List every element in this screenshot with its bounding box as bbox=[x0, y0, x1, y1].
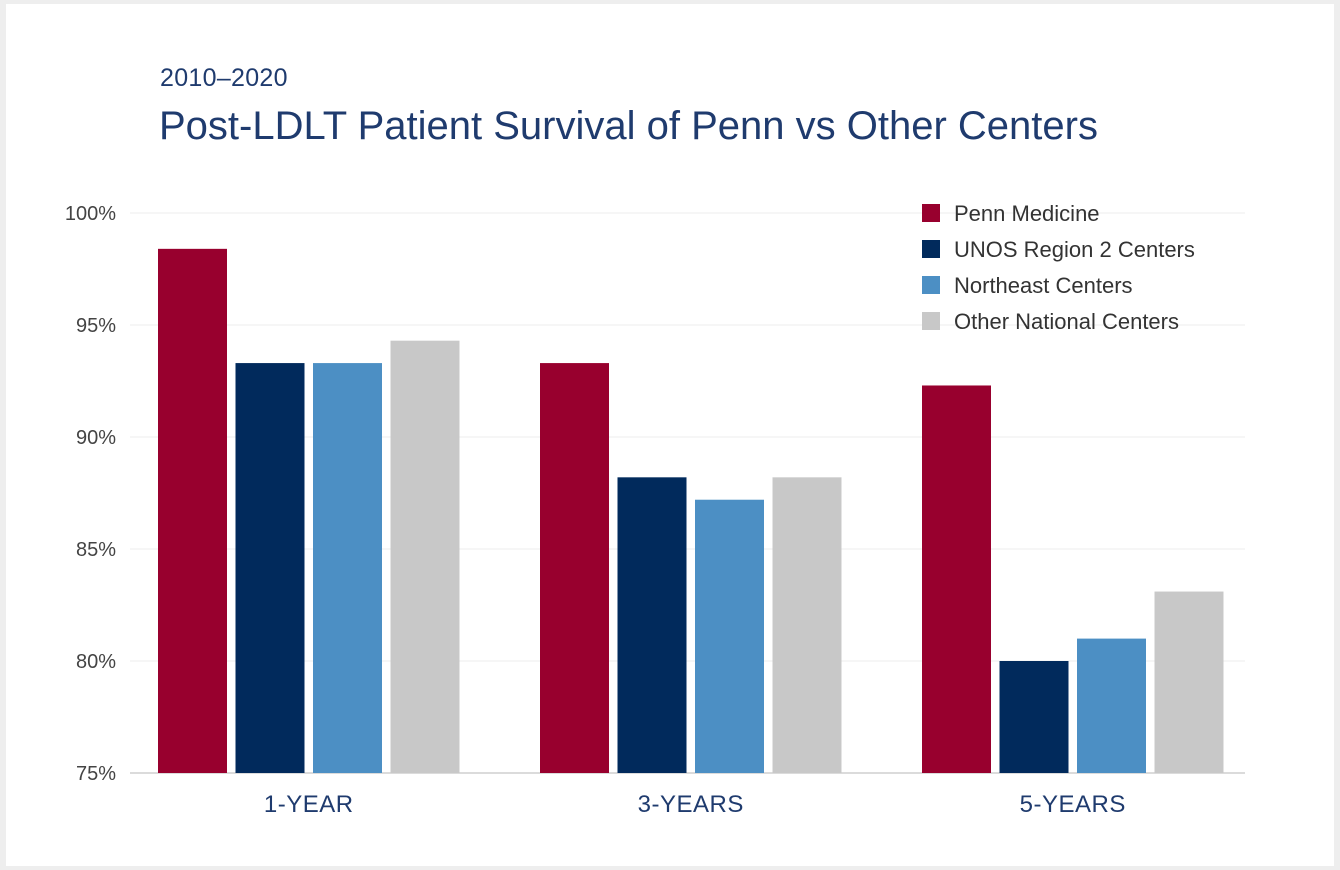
x-tick-label: 3-YEARS bbox=[638, 791, 744, 818]
legend-label: Penn Medicine bbox=[954, 201, 1100, 226]
y-tick-label: 75% bbox=[76, 763, 116, 785]
bar-other-national-centers-3-years bbox=[772, 477, 842, 773]
legend-swatch bbox=[922, 276, 940, 294]
y-tick-label: 85% bbox=[76, 539, 116, 561]
bar-other-national-centers-1-year bbox=[390, 340, 460, 773]
legend-swatch bbox=[922, 204, 940, 222]
x-tick-label: 5-YEARS bbox=[1020, 791, 1126, 818]
legend-swatch bbox=[922, 240, 940, 258]
bars bbox=[158, 248, 1224, 774]
x-axis-ticks: 1-YEAR 3-YEARS 5-YEARS bbox=[264, 791, 1126, 818]
legend-label: Other National Centers bbox=[954, 309, 1179, 334]
legend-swatch bbox=[922, 312, 940, 330]
bar-unos-region-2-centers-3-years bbox=[617, 477, 687, 773]
bar-northeast-centers-1-year bbox=[313, 363, 382, 773]
bar-other-national-centers-5-years bbox=[1154, 591, 1224, 773]
y-axis-ticks: 75% 80% 85% 90% 95% 100% bbox=[65, 203, 116, 785]
bar-penn-medicine-5-years bbox=[922, 385, 991, 773]
legend-label: UNOS Region 2 Centers bbox=[954, 237, 1195, 262]
y-tick-label: 80% bbox=[76, 651, 116, 673]
chart-title: Post-LDLT Patient Survival of Penn vs Ot… bbox=[159, 104, 1098, 148]
bar-unos-region-2-centers-5-years bbox=[999, 661, 1069, 773]
bar-northeast-centers-5-years bbox=[1077, 638, 1146, 773]
legend-label: Northeast Centers bbox=[954, 273, 1133, 298]
bar-penn-medicine-3-years bbox=[540, 363, 609, 773]
chart-subtitle: 2010–2020 bbox=[160, 64, 288, 92]
bar-northeast-centers-3-years bbox=[695, 499, 764, 773]
x-tick-label: 1-YEAR bbox=[264, 791, 354, 818]
bar-penn-medicine-1-year bbox=[158, 248, 227, 774]
y-tick-label: 90% bbox=[76, 427, 116, 449]
bar-unos-region-2-centers-1-year bbox=[235, 363, 305, 773]
y-tick-label: 100% bbox=[65, 203, 116, 225]
y-tick-label: 95% bbox=[76, 315, 116, 337]
legend: Penn Medicine UNOS Region 2 Centers Northe… bbox=[922, 201, 1195, 334]
